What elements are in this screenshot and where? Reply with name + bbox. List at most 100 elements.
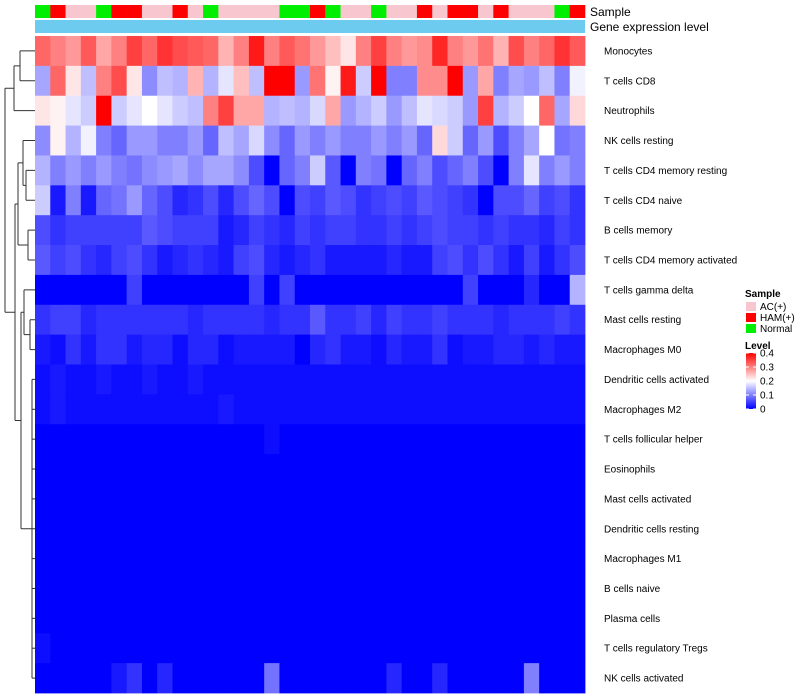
heatmap-cell bbox=[126, 454, 143, 485]
row-label: Macrophages M2 bbox=[604, 405, 682, 416]
heatmap-cell bbox=[218, 394, 235, 425]
heatmap-cell bbox=[203, 245, 219, 276]
heatmap-cell bbox=[355, 304, 372, 336]
heatmap-cell bbox=[371, 424, 387, 455]
heatmap-cell bbox=[371, 36, 387, 67]
heatmap-cell bbox=[141, 663, 158, 694]
heatmap-cell bbox=[187, 663, 204, 694]
heatmap-cell bbox=[111, 185, 128, 216]
row-label: Plasma cells bbox=[604, 614, 660, 625]
heatmap-cell bbox=[416, 215, 433, 246]
heatmap-cell bbox=[493, 633, 510, 664]
heatmap-cell bbox=[203, 394, 219, 425]
heatmap-cell bbox=[401, 36, 418, 67]
heatmap-cell bbox=[203, 274, 219, 306]
heatmap-cell bbox=[371, 394, 387, 425]
heatmap-cell bbox=[508, 573, 525, 604]
heatmap-cell bbox=[416, 543, 433, 574]
heatmap-cell bbox=[233, 424, 250, 455]
heatmap-cell bbox=[416, 245, 433, 276]
heatmap-cell bbox=[340, 394, 357, 425]
heatmap-cell bbox=[157, 424, 173, 455]
heatmap-cell bbox=[65, 215, 82, 246]
heatmap-cell bbox=[264, 543, 280, 574]
heatmap-cell bbox=[554, 543, 571, 574]
heatmap-cell bbox=[80, 364, 97, 395]
heatmap-cell bbox=[340, 454, 357, 485]
heatmap-cell bbox=[355, 334, 372, 365]
heatmap-cell bbox=[340, 603, 357, 634]
heatmap-cell bbox=[187, 394, 204, 425]
heatmap-cell bbox=[35, 36, 51, 67]
sample-annotation-cell bbox=[432, 5, 448, 18]
heatmap-cell bbox=[141, 185, 158, 216]
heatmap-cell bbox=[386, 274, 403, 306]
heatmap-cell bbox=[432, 603, 448, 634]
heatmap-cell bbox=[493, 483, 510, 515]
heatmap-cell bbox=[554, 334, 571, 365]
heatmap-cell bbox=[554, 65, 571, 97]
heatmap-cell bbox=[462, 633, 479, 664]
heatmap-cell bbox=[203, 663, 219, 694]
heatmap-cell bbox=[340, 513, 357, 545]
heatmap-cell bbox=[539, 185, 555, 216]
heatmap-cell bbox=[248, 95, 265, 126]
heatmap-cell bbox=[50, 185, 66, 216]
heatmap-cell bbox=[279, 304, 296, 336]
heatmap-cell bbox=[416, 663, 433, 694]
heatmap-cell bbox=[340, 65, 357, 97]
heatmap-cell bbox=[187, 364, 204, 395]
heatmap-cell bbox=[493, 573, 510, 604]
heatmap-cell bbox=[279, 36, 296, 67]
heatmap-cell bbox=[508, 334, 525, 365]
heatmap-cell bbox=[310, 125, 326, 156]
sample-annotation-cell bbox=[218, 5, 234, 18]
heatmap-cell bbox=[50, 573, 66, 604]
row-label: T cells CD4 memory activated bbox=[604, 255, 737, 266]
heatmap-cell bbox=[203, 185, 219, 216]
heatmap-cell bbox=[340, 155, 357, 186]
heatmap-cell bbox=[80, 125, 97, 156]
heatmap-cell bbox=[279, 245, 296, 276]
heatmap-cell bbox=[539, 304, 555, 336]
heatmap-cell bbox=[554, 274, 571, 306]
heatmap-cell bbox=[111, 483, 128, 515]
heatmap-cell bbox=[80, 483, 97, 515]
heatmap-cell bbox=[432, 543, 448, 574]
heatmap-cell bbox=[493, 304, 510, 336]
heatmap-cell bbox=[508, 424, 525, 455]
heatmap-cell bbox=[539, 125, 555, 156]
heatmap-cell bbox=[447, 95, 464, 126]
sample-annotation-cell bbox=[65, 5, 82, 18]
heatmap-cell bbox=[432, 364, 448, 395]
heatmap-cell bbox=[111, 36, 128, 67]
heatmap-cell bbox=[233, 454, 250, 485]
heatmap-cell bbox=[523, 543, 540, 574]
sample-annotation-cell bbox=[111, 5, 127, 18]
heatmap-cell bbox=[65, 424, 82, 455]
heatmap-cell bbox=[96, 513, 112, 545]
row-label: Neutrophils bbox=[604, 106, 655, 117]
heatmap-cell bbox=[386, 215, 403, 246]
heatmap-cell bbox=[355, 36, 372, 67]
heatmap-cell bbox=[523, 155, 540, 186]
heatmap-cell bbox=[218, 543, 235, 574]
sample-annotation-cell bbox=[325, 5, 341, 18]
sample-annotation-cell bbox=[233, 5, 250, 18]
heatmap-cell bbox=[523, 334, 540, 365]
heatmap-cell bbox=[493, 513, 510, 545]
heatmap-cell bbox=[172, 155, 189, 186]
row-label: Eosinophils bbox=[604, 465, 655, 476]
heatmap-cell bbox=[203, 573, 219, 604]
heatmap-cell bbox=[539, 454, 555, 485]
heatmap-cell bbox=[203, 424, 219, 455]
heatmap-cell bbox=[294, 95, 311, 126]
heatmap-cell bbox=[569, 603, 586, 634]
level-tick-label: 0.4 bbox=[760, 349, 774, 360]
heatmap-cell bbox=[187, 185, 204, 216]
heatmap-cell bbox=[279, 364, 296, 395]
heatmap-cell bbox=[401, 245, 418, 276]
heatmap-cell bbox=[187, 334, 204, 365]
heatmap-cell bbox=[50, 603, 66, 634]
heatmap-cell bbox=[80, 155, 97, 186]
